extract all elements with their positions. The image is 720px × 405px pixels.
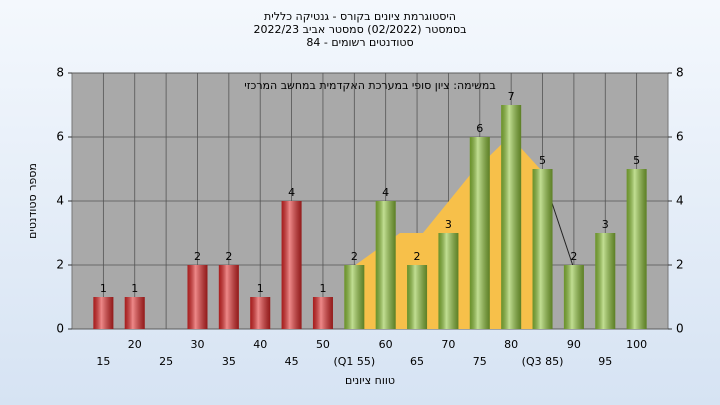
value-label: 4 bbox=[288, 186, 295, 199]
y-tick-label: 0 bbox=[56, 322, 64, 336]
value-label: 2 bbox=[351, 250, 358, 263]
bar-shade bbox=[281, 201, 302, 329]
distribution-area bbox=[354, 136, 541, 329]
bar-shade bbox=[532, 169, 553, 329]
y2-tick-label: 6 bbox=[676, 130, 684, 144]
value-label: 4 bbox=[382, 186, 389, 199]
x-tick-label: 30 bbox=[190, 338, 204, 351]
value-label: 5 bbox=[539, 154, 546, 167]
value-label: 1 bbox=[131, 282, 138, 295]
bar-shade bbox=[124, 297, 145, 329]
x-tick-label: (Q1 55) bbox=[333, 355, 375, 368]
x-tick-label: 35 bbox=[222, 355, 236, 368]
x-tick-label: 70 bbox=[441, 338, 455, 351]
value-label: 1 bbox=[257, 282, 264, 295]
chart-subtitle: בסמסטר (02/2022) סמסטר אביב 2022/23 bbox=[253, 23, 466, 36]
bar-shade bbox=[563, 265, 584, 329]
bar-shade bbox=[626, 169, 647, 329]
y-axis-label: מספר סטודנטים bbox=[26, 163, 39, 239]
value-label: 5 bbox=[633, 154, 640, 167]
bar-shade bbox=[218, 265, 239, 329]
x-tick-label: (Q3 85) bbox=[522, 355, 564, 368]
y-tick-label: 6 bbox=[56, 130, 64, 144]
x-tick-label: 50 bbox=[316, 338, 330, 351]
value-label: 7 bbox=[508, 90, 515, 103]
value-label: 3 bbox=[445, 218, 452, 231]
y-tick-label: 4 bbox=[56, 194, 64, 208]
x-tick-label: 60 bbox=[379, 338, 393, 351]
bar-shade bbox=[501, 105, 522, 329]
bar-shade bbox=[187, 265, 208, 329]
value-label: 2 bbox=[194, 250, 201, 263]
x-tick-label: 100 bbox=[626, 338, 647, 351]
value-label: 6 bbox=[476, 122, 483, 135]
x-tick-label: 40 bbox=[253, 338, 267, 351]
x-tick-label: 45 bbox=[285, 355, 299, 368]
bar-shade bbox=[250, 297, 271, 329]
bar-shade bbox=[375, 201, 396, 329]
bar-shade bbox=[312, 297, 333, 329]
value-label: 2 bbox=[570, 250, 577, 263]
x-tick-label: 95 bbox=[598, 355, 612, 368]
bar-shade bbox=[407, 265, 428, 329]
x-tick-label: 75 bbox=[473, 355, 487, 368]
y-tick-label: 2 bbox=[56, 258, 64, 272]
bar-shade bbox=[344, 265, 365, 329]
y2-tick-label: 4 bbox=[676, 194, 684, 208]
x-tick-label: 20 bbox=[128, 338, 142, 351]
x-tick-label: 90 bbox=[567, 338, 581, 351]
x-tick-label: 65 bbox=[410, 355, 424, 368]
y2-tick-label: 8 bbox=[676, 66, 684, 80]
bar-shade bbox=[93, 297, 114, 329]
bar-shade bbox=[595, 233, 616, 329]
value-label: 2 bbox=[225, 250, 232, 263]
chart-title: היסטוגרמת ציונים בקורס - גנטיקה כללית bbox=[264, 10, 456, 23]
bar-shade bbox=[438, 233, 459, 329]
y-tick-label: 8 bbox=[56, 66, 64, 80]
value-label: 1 bbox=[100, 282, 107, 295]
x-axis-label: טווח ציונים bbox=[345, 374, 395, 387]
value-label: 3 bbox=[602, 218, 609, 231]
x-tick-label: 25 bbox=[159, 355, 173, 368]
x-tick-label: 15 bbox=[96, 355, 110, 368]
value-label: 2 bbox=[414, 250, 421, 263]
chart-subtitle: סטודנטים רשומים - 84 bbox=[306, 36, 413, 49]
y2-tick-label: 2 bbox=[676, 258, 684, 272]
bar-shade bbox=[469, 137, 490, 329]
annotation: במשימה: ציון סופי במערכת האקדמית במחשב ה… bbox=[244, 79, 495, 92]
y2-tick-label: 0 bbox=[676, 322, 684, 336]
x-tick-label: 80 bbox=[504, 338, 518, 351]
value-label: 1 bbox=[319, 282, 326, 295]
